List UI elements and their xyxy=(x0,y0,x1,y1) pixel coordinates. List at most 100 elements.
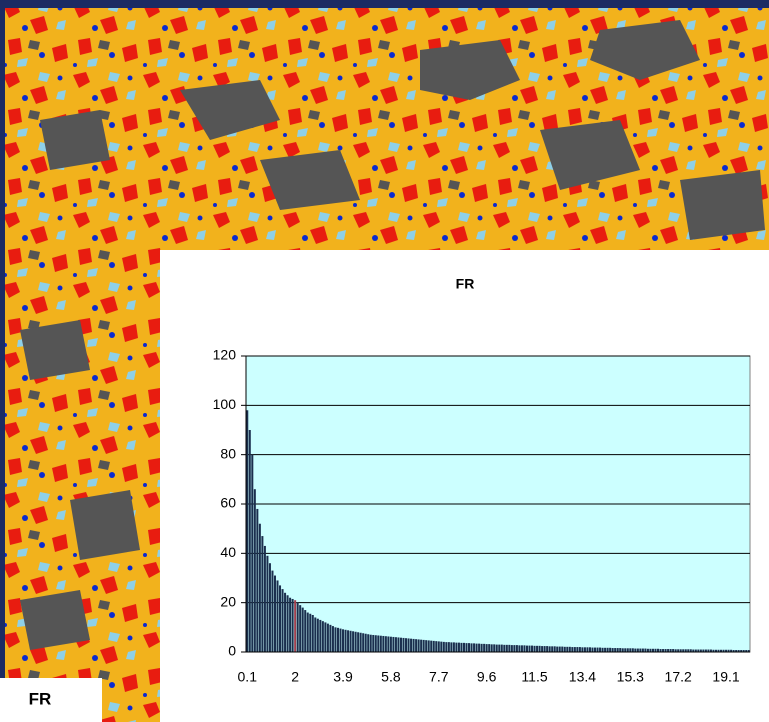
bar xyxy=(301,607,304,652)
bar xyxy=(533,645,536,652)
bar xyxy=(498,644,501,652)
bar xyxy=(667,649,670,652)
bar xyxy=(412,638,415,652)
bar xyxy=(629,648,632,652)
bar xyxy=(319,619,322,652)
bar xyxy=(349,630,352,652)
bar xyxy=(465,643,468,652)
bar xyxy=(362,633,365,652)
bar xyxy=(538,645,541,652)
bar xyxy=(586,647,589,652)
bar xyxy=(735,650,738,652)
bar xyxy=(692,649,695,652)
bar xyxy=(551,646,554,652)
bar xyxy=(604,647,607,652)
bar xyxy=(687,649,690,652)
bar xyxy=(523,645,526,652)
bar xyxy=(616,648,619,652)
bar xyxy=(631,648,634,652)
bar xyxy=(493,644,496,652)
bar xyxy=(326,623,329,652)
bar xyxy=(674,649,677,652)
bar xyxy=(730,649,733,652)
bar xyxy=(379,635,382,652)
bar xyxy=(296,602,299,652)
bar xyxy=(253,489,256,652)
bar xyxy=(699,649,702,652)
bar xyxy=(485,644,488,652)
bar xyxy=(737,650,740,652)
bar xyxy=(415,639,418,652)
bar xyxy=(556,646,559,652)
bar xyxy=(329,624,332,652)
bar xyxy=(508,644,511,652)
bar xyxy=(594,647,597,652)
bar xyxy=(284,592,287,652)
x-tick-label: 0.1 xyxy=(238,669,258,685)
bar xyxy=(475,643,478,652)
bar xyxy=(405,638,408,652)
bar xyxy=(536,645,539,652)
bar xyxy=(601,647,604,652)
bar xyxy=(720,649,723,652)
bar xyxy=(591,647,594,652)
bar xyxy=(432,640,435,652)
bar xyxy=(470,643,473,652)
bar xyxy=(261,536,264,652)
bar xyxy=(311,615,314,652)
x-tick-label: 5.8 xyxy=(381,669,401,685)
bar xyxy=(407,638,410,652)
bar xyxy=(563,646,566,652)
bar xyxy=(709,649,712,652)
bar xyxy=(251,454,254,652)
x-tick-label: 17.2 xyxy=(665,669,692,685)
x-tick-label: 3.9 xyxy=(333,669,353,685)
bar xyxy=(248,430,251,652)
bar xyxy=(478,643,481,652)
bar xyxy=(336,627,339,652)
bar xyxy=(273,575,276,652)
bar xyxy=(510,645,513,652)
bar xyxy=(634,648,637,652)
bar xyxy=(636,648,639,652)
bar xyxy=(316,618,319,652)
bar xyxy=(531,645,534,652)
bar xyxy=(480,643,483,652)
bar xyxy=(417,639,420,652)
bar xyxy=(742,650,745,652)
y-tick-label: 80 xyxy=(220,445,236,461)
bar xyxy=(455,642,458,652)
y-tick-label: 100 xyxy=(213,396,237,412)
bar xyxy=(740,650,743,652)
bar xyxy=(518,645,521,652)
bar xyxy=(664,649,667,652)
bar xyxy=(289,597,292,652)
y-tick-label: 20 xyxy=(220,593,236,609)
bar xyxy=(583,647,586,652)
bar xyxy=(651,648,654,652)
x-tick-label: 13.4 xyxy=(569,669,596,685)
bar xyxy=(306,612,309,652)
bar xyxy=(281,589,284,652)
y-tick-label: 120 xyxy=(213,347,237,363)
bar xyxy=(543,646,546,652)
bar xyxy=(588,647,591,652)
bar xyxy=(427,640,430,652)
bar xyxy=(581,647,584,652)
bar xyxy=(495,644,498,652)
bar xyxy=(473,643,476,652)
bar xyxy=(271,570,274,652)
bar xyxy=(513,645,516,652)
bar xyxy=(410,638,413,652)
bar xyxy=(460,642,463,652)
bar xyxy=(374,635,377,652)
caption: FR xyxy=(29,689,52,708)
bar xyxy=(276,580,279,652)
bar xyxy=(246,410,249,652)
bar xyxy=(299,605,302,652)
bar xyxy=(714,649,717,652)
bar xyxy=(571,647,574,652)
bar xyxy=(372,634,375,652)
bar xyxy=(654,648,657,652)
